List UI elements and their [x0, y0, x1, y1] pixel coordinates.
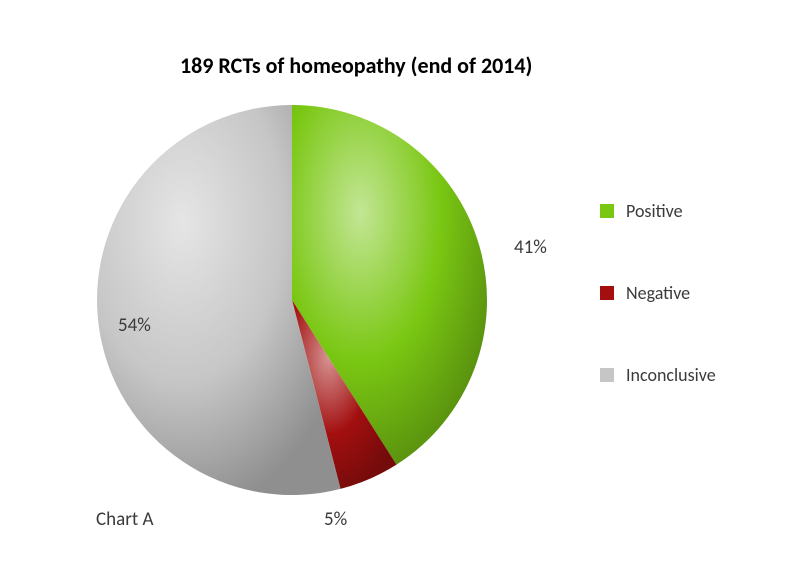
- slice-label-inconclusive: 54%: [118, 314, 151, 337]
- legend-item-inconclusive: Inconclusive: [600, 364, 716, 386]
- chart-title: 189 RCTs of homeopathy (end of 2014): [180, 52, 532, 79]
- legend-label-inconclusive: Inconclusive: [626, 364, 716, 386]
- legend-item-positive: Positive: [600, 200, 716, 222]
- legend-label-negative: Negative: [626, 282, 690, 304]
- slice-label-positive: 41%: [514, 236, 547, 259]
- legend: Positive Negative Inconclusive: [600, 200, 716, 386]
- pie-svg: [87, 95, 497, 505]
- legend-swatch-inconclusive: [600, 368, 614, 382]
- legend-swatch-negative: [600, 286, 614, 300]
- chart-caption: Chart A: [96, 508, 154, 531]
- legend-swatch-positive: [600, 204, 614, 218]
- legend-item-negative: Negative: [600, 282, 716, 304]
- legend-label-positive: Positive: [626, 200, 683, 222]
- pie-chart: [87, 95, 497, 510]
- slice-label-negative: 5%: [324, 508, 347, 531]
